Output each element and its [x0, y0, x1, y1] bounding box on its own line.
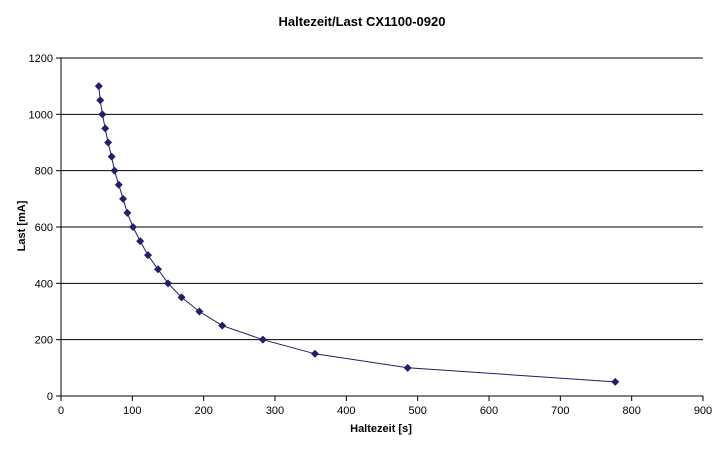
- data-point: [154, 265, 163, 274]
- data-point: [94, 82, 103, 91]
- data-point: [310, 349, 319, 358]
- data-point: [164, 279, 172, 288]
- data-point: [129, 223, 138, 231]
- data-point: [195, 307, 204, 316]
- data-point: [123, 208, 132, 217]
- data-point: [107, 152, 116, 161]
- x-tick-label: 500: [408, 405, 426, 417]
- data-point: [104, 138, 113, 147]
- y-tick-label: 800: [35, 166, 53, 178]
- chart-title: Haltezeit/Last CX1100-0920: [279, 14, 446, 29]
- data-point: [403, 363, 412, 372]
- data-point: [136, 237, 145, 246]
- data-point: [218, 321, 227, 330]
- y-tick-label: 1000: [29, 109, 53, 121]
- data-point: [144, 251, 153, 260]
- x-tick-label: 800: [622, 405, 640, 417]
- axes: [56, 57, 704, 401]
- x-tick-label: 900: [694, 405, 712, 417]
- series-line: [98, 86, 616, 383]
- x-tick-label: 400: [337, 405, 355, 417]
- y-tick-label: 600: [35, 222, 53, 234]
- x-tick-label: 600: [480, 405, 498, 417]
- y-tick-labels: 0 200 400 600 800 1000 1200: [29, 53, 53, 403]
- data-point: [96, 96, 105, 105]
- x-tick-label: 200: [194, 405, 212, 417]
- series-group: [94, 82, 620, 386]
- data-point: [110, 166, 119, 175]
- x-tick-label: 100: [123, 405, 141, 417]
- data-point: [611, 377, 620, 386]
- data-point: [258, 335, 267, 344]
- y-tick-label: 400: [35, 278, 53, 290]
- y-axis-label: Last [mA]: [16, 200, 28, 251]
- x-tick-label: 700: [551, 405, 569, 417]
- x-axis-label: Haltezeit [s]: [350, 423, 412, 435]
- x-tick-labels: 0 100 200 300 400 500 600 700 800 900: [58, 405, 712, 417]
- grid-lines: [61, 57, 703, 341]
- y-tick-label: 0: [47, 391, 53, 403]
- x-tick-label: 300: [266, 405, 284, 417]
- y-tick-label: 200: [35, 335, 53, 347]
- data-point: [98, 110, 107, 119]
- data-point: [101, 124, 110, 133]
- y-tick-label: 1200: [29, 53, 53, 65]
- x-tick-label: 0: [58, 405, 64, 417]
- data-point: [177, 293, 186, 302]
- data-point: [114, 180, 123, 189]
- data-point: [119, 194, 128, 203]
